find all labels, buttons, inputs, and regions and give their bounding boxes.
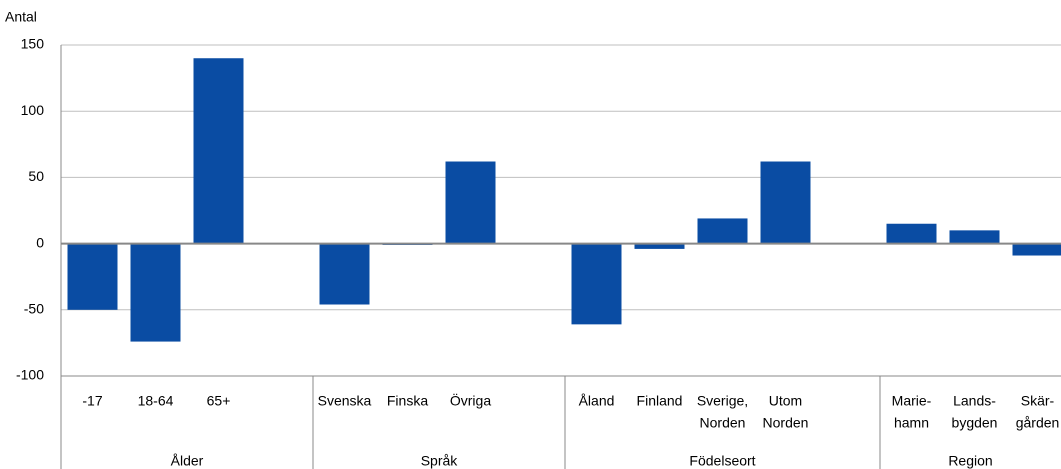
- x-tick-label: Skär-: [1021, 393, 1055, 409]
- bar: [886, 223, 937, 244]
- bar: [1012, 243, 1061, 256]
- x-tick-label: Norden: [763, 415, 809, 431]
- group-label: Ålder: [171, 453, 204, 469]
- bar: [697, 218, 748, 244]
- x-tick-label: Marie-: [892, 393, 932, 409]
- bar: [67, 243, 118, 310]
- bar: [130, 243, 181, 342]
- group-label: Födelseort: [689, 453, 755, 469]
- y-axis-label: Antal: [5, 9, 37, 25]
- x-tick-label: 65+: [207, 393, 231, 409]
- bar: [193, 58, 244, 244]
- x-tick-label: Utom: [769, 393, 802, 409]
- y-tick-label: 0: [36, 234, 44, 250]
- x-tick-label: Övriga: [450, 392, 491, 409]
- x-tick-label: 18-64: [138, 393, 174, 409]
- bar: [760, 161, 811, 244]
- y-tick-label: 100: [21, 102, 45, 118]
- x-tick-label: Sverige,: [697, 393, 748, 409]
- x-tick-label: -17: [82, 393, 102, 409]
- x-tick-label: Svenska: [318, 393, 372, 409]
- x-tick-label: Norden: [700, 415, 746, 431]
- x-tick-label: Lands-: [953, 393, 996, 409]
- group-label: Språk: [421, 453, 459, 469]
- x-tick-label: Finska: [387, 393, 428, 409]
- bars: [67, 58, 1061, 342]
- x-tick-label: Finland: [637, 393, 683, 409]
- x-tick-label: hamn: [894, 415, 929, 431]
- bar: [445, 161, 496, 244]
- y-tick-label: 150: [21, 36, 45, 52]
- x-tick-label: gården: [1016, 415, 1060, 431]
- bar: [949, 230, 1000, 244]
- group-label: Region: [948, 453, 992, 469]
- x-tick-label: bygden: [952, 415, 998, 431]
- x-tick-label: Åland: [579, 393, 615, 409]
- y-tick-label: 50: [28, 168, 44, 184]
- y-tick-label: -100: [16, 367, 44, 383]
- bar: [319, 243, 370, 305]
- y-tick-label: -50: [24, 301, 44, 317]
- bar: [634, 243, 685, 249]
- bar: [571, 243, 622, 325]
